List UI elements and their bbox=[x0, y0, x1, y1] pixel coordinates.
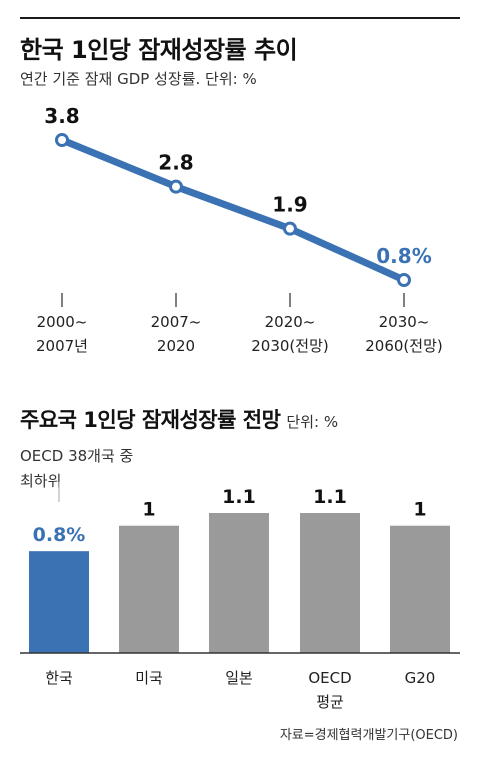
x-tick-label-1-1: 2000~ bbox=[37, 313, 88, 331]
x-tick-label-3-2: 2030(전망) bbox=[251, 337, 328, 355]
bar-2 bbox=[119, 525, 179, 653]
bar-5 bbox=[390, 525, 450, 653]
bar-category-label-4-2: 평균 bbox=[316, 693, 344, 711]
data-point-2 bbox=[169, 179, 183, 194]
line-chart-title: 한국 1인당 잠재성장률 추이 bbox=[20, 36, 298, 64]
data-label-3: 1.9 bbox=[272, 193, 307, 217]
bar-chart-title-row: 주요국 1인당 잠재성장률 전망 단위: % bbox=[20, 404, 338, 434]
data-point-1 bbox=[55, 133, 69, 147]
x-tick-label-2-2: 2020 bbox=[157, 337, 195, 355]
line-chart: 3.8 2000~ 2007년 2.8 2007~ 2020 1.9 2020~ 2030(전망… bbox=[36, 104, 443, 355]
bar-chart-unit: 단위: % bbox=[286, 413, 339, 431]
x-tick-label-2-1: 2007~ bbox=[151, 313, 202, 331]
bar-label-1: 0.8% bbox=[33, 524, 86, 546]
bar-label-2: 1 bbox=[142, 499, 155, 521]
data-label-1: 3.8 bbox=[44, 104, 79, 128]
bar-chart-note-line2: 최하위 bbox=[20, 472, 62, 490]
bar-category-label-3-1: 일본 bbox=[225, 669, 253, 687]
bar-chart: 0.8% 한국 1 미국 1.1 일본 1.1 OECD 평균 1 G20 bbox=[20, 482, 460, 711]
bar-4 bbox=[300, 513, 360, 653]
x-tick-label-1-2: 2007년 bbox=[36, 337, 88, 355]
data-label-4: 0.8% bbox=[376, 244, 431, 268]
series-line bbox=[58, 136, 408, 284]
data-point-3 bbox=[283, 221, 297, 236]
bar-chart-title: 주요국 1인당 잠재성장률 전망 bbox=[20, 408, 281, 432]
bar-category-label-2-1: 미국 bbox=[135, 669, 163, 687]
bar-category-label-5-1: G20 bbox=[405, 669, 436, 687]
line-chart-subtitle: 연간 기준 잠재 GDP 성장률. 단위: % bbox=[20, 70, 257, 88]
x-tick-label-4-1: 2030~ bbox=[379, 313, 430, 331]
top-rule bbox=[20, 17, 460, 19]
source-note: 자료=경제협력개발기구(OECD) bbox=[279, 728, 458, 743]
bar-1 bbox=[29, 551, 89, 653]
x-tick-label-4-2: 2060(전망) bbox=[365, 337, 442, 355]
data-label-2: 2.8 bbox=[158, 151, 193, 175]
bar-category-label-1-1: 한국 bbox=[45, 669, 73, 687]
data-point-4 bbox=[397, 273, 411, 287]
bar-chart-note: OECD 38개국 중 최하위 bbox=[20, 444, 133, 494]
bar-label-4: 1.1 bbox=[313, 486, 347, 508]
bar-label-3: 1.1 bbox=[222, 486, 256, 508]
x-tick-label-3-1: 2020~ bbox=[265, 313, 316, 331]
bar-category-label-4-1: OECD bbox=[308, 669, 351, 687]
bar-chart-note-line1: OECD 38개국 중 bbox=[20, 447, 134, 465]
bar-3 bbox=[209, 513, 269, 653]
bar-label-5: 1 bbox=[413, 499, 426, 521]
